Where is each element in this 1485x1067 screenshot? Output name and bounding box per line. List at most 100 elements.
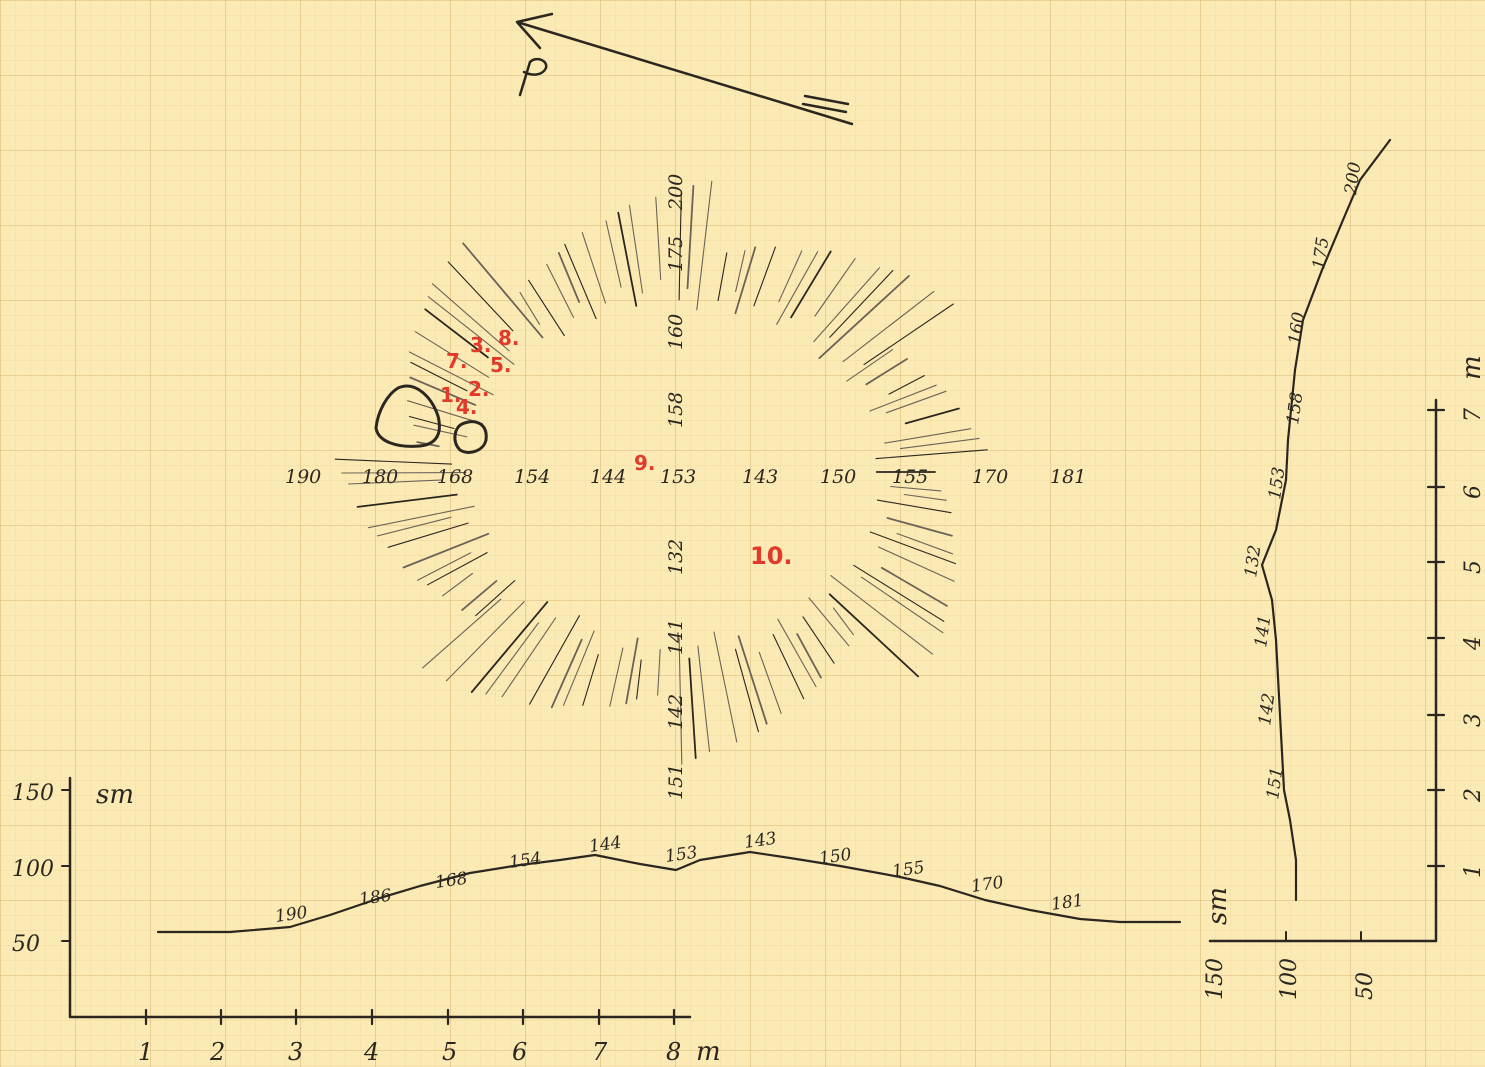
north-arrow: P [515,12,854,126]
hachure-stroke [896,532,954,555]
hachure-stroke [884,428,972,444]
hachure-stroke [402,532,490,569]
profile-ns-label: 158 [1283,391,1307,426]
hachure-stroke [562,630,595,706]
plan-ew-label: 144 [590,466,626,488]
hachure-stroke [445,601,525,682]
hachure-stroke [546,263,575,318]
profile-ns: 150 100 50 sm 1 2 3 4 5 6 7 m 151 142 141 132 153 158 16… [1203,138,1485,1000]
profile-ew-label: 168 [434,869,469,893]
hachure-stroke [772,634,805,700]
hachure-stroke [776,251,819,325]
profile-ew-label: 143 [743,829,778,853]
hachure-stroke [348,479,442,485]
hachure-stroke [678,637,683,765]
hachure-stroke [628,204,644,294]
hachure-stroke [528,279,565,337]
hachure-stroke [462,242,544,339]
hachure-stroke [422,598,502,669]
profile-ns-label: 142 [1255,692,1279,727]
hachure-stroke [387,522,469,548]
mound-hachures [334,180,988,765]
hachure-stroke [447,261,514,332]
hachure-stroke [734,246,757,315]
find-label: 2. [468,377,490,401]
profile-ns-y-tick: 2 [1461,788,1485,803]
hachure-stroke [519,291,541,325]
hachure-stroke [890,485,942,492]
profile-ew-x-unit: m [696,1037,721,1067]
hachure-stroke [581,232,607,304]
profile-ew-label: 190 [274,903,309,927]
hachure-stroke [758,651,782,714]
find-label: 7. [446,349,468,373]
profile-ns-line [1260,138,1392,902]
hachure-stroke [886,517,953,537]
hachure-stroke [529,615,580,705]
profile-ns-y-tick: 5 [1461,560,1485,574]
hachure-stroke [416,552,472,581]
hachure-stroke [814,258,856,317]
hachure-stroke [657,649,661,696]
hachure-stroke [828,593,919,678]
find-label: 3. [470,333,492,357]
hachure-stroke [609,647,624,707]
plan-ew-label: 155 [892,466,928,488]
plan-ew-label: 153 [660,466,696,488]
hachure-stroke [356,493,458,508]
large-stone [374,384,441,448]
profile-ew-label: 155 [891,858,926,882]
hachure-stroke [424,308,489,359]
hachure-stroke [636,659,642,700]
hachure-stroke [461,580,498,611]
hachure-stroke [470,601,549,693]
plan-ew-label: 168 [437,466,473,488]
profile-ns-label: 153 [1265,466,1289,501]
hachure-stroke [818,274,910,360]
hachure-stroke [617,211,638,307]
hachure-stroke [410,361,468,392]
hachure-stroke [869,531,957,565]
hachure-stroke [865,358,908,386]
profile-ew-x-tick: 2 [209,1038,225,1066]
hachure-stroke [899,437,980,450]
hachure-stroke [876,499,952,514]
hachure-stroke [501,617,557,698]
hachure-stroke [414,331,490,378]
hachure-stroke [582,654,599,706]
profile-ns-x-tick: 50 [1353,972,1378,1000]
hachure-stroke [557,251,580,303]
find-label: 5. [490,353,512,377]
profile-ns-x-tick: 150 [1203,958,1228,1000]
hachure-stroke [475,580,516,617]
hachure-stroke [431,283,510,352]
plan-ns-label: 142 [665,694,687,730]
hachure-stroke [813,267,881,343]
find-label: 10. [750,542,793,570]
hachure-stroke [830,575,934,655]
hachure-stroke [427,552,488,586]
hachure-stroke [376,516,452,537]
hachure-stroke [829,269,894,338]
hachure-stroke [717,252,728,302]
hachure-stroke [655,196,662,281]
hachure-stroke [846,349,894,382]
hachure-stroke [753,246,776,307]
hachure-stroke [875,449,988,460]
hachure-stroke [735,250,746,293]
profile-ew-y-tick: 50 [12,932,40,957]
profile-ns-label: 141 [1251,614,1275,649]
hachure-stroke [737,635,768,725]
hachure-stroke [407,400,483,425]
profile-ew-label: 150 [818,845,853,869]
profile-ns-x-unit: sm [1203,887,1233,925]
hachure-stroke [903,493,947,501]
profile-ew-label: 170 [970,873,1005,897]
hachure-stroke [869,384,937,412]
profile-ns-y-tick: 7 [1461,408,1485,422]
hachure-stroke [860,576,944,634]
hachure-stroke [808,597,850,647]
plan-ns-label: 200 [665,174,687,211]
